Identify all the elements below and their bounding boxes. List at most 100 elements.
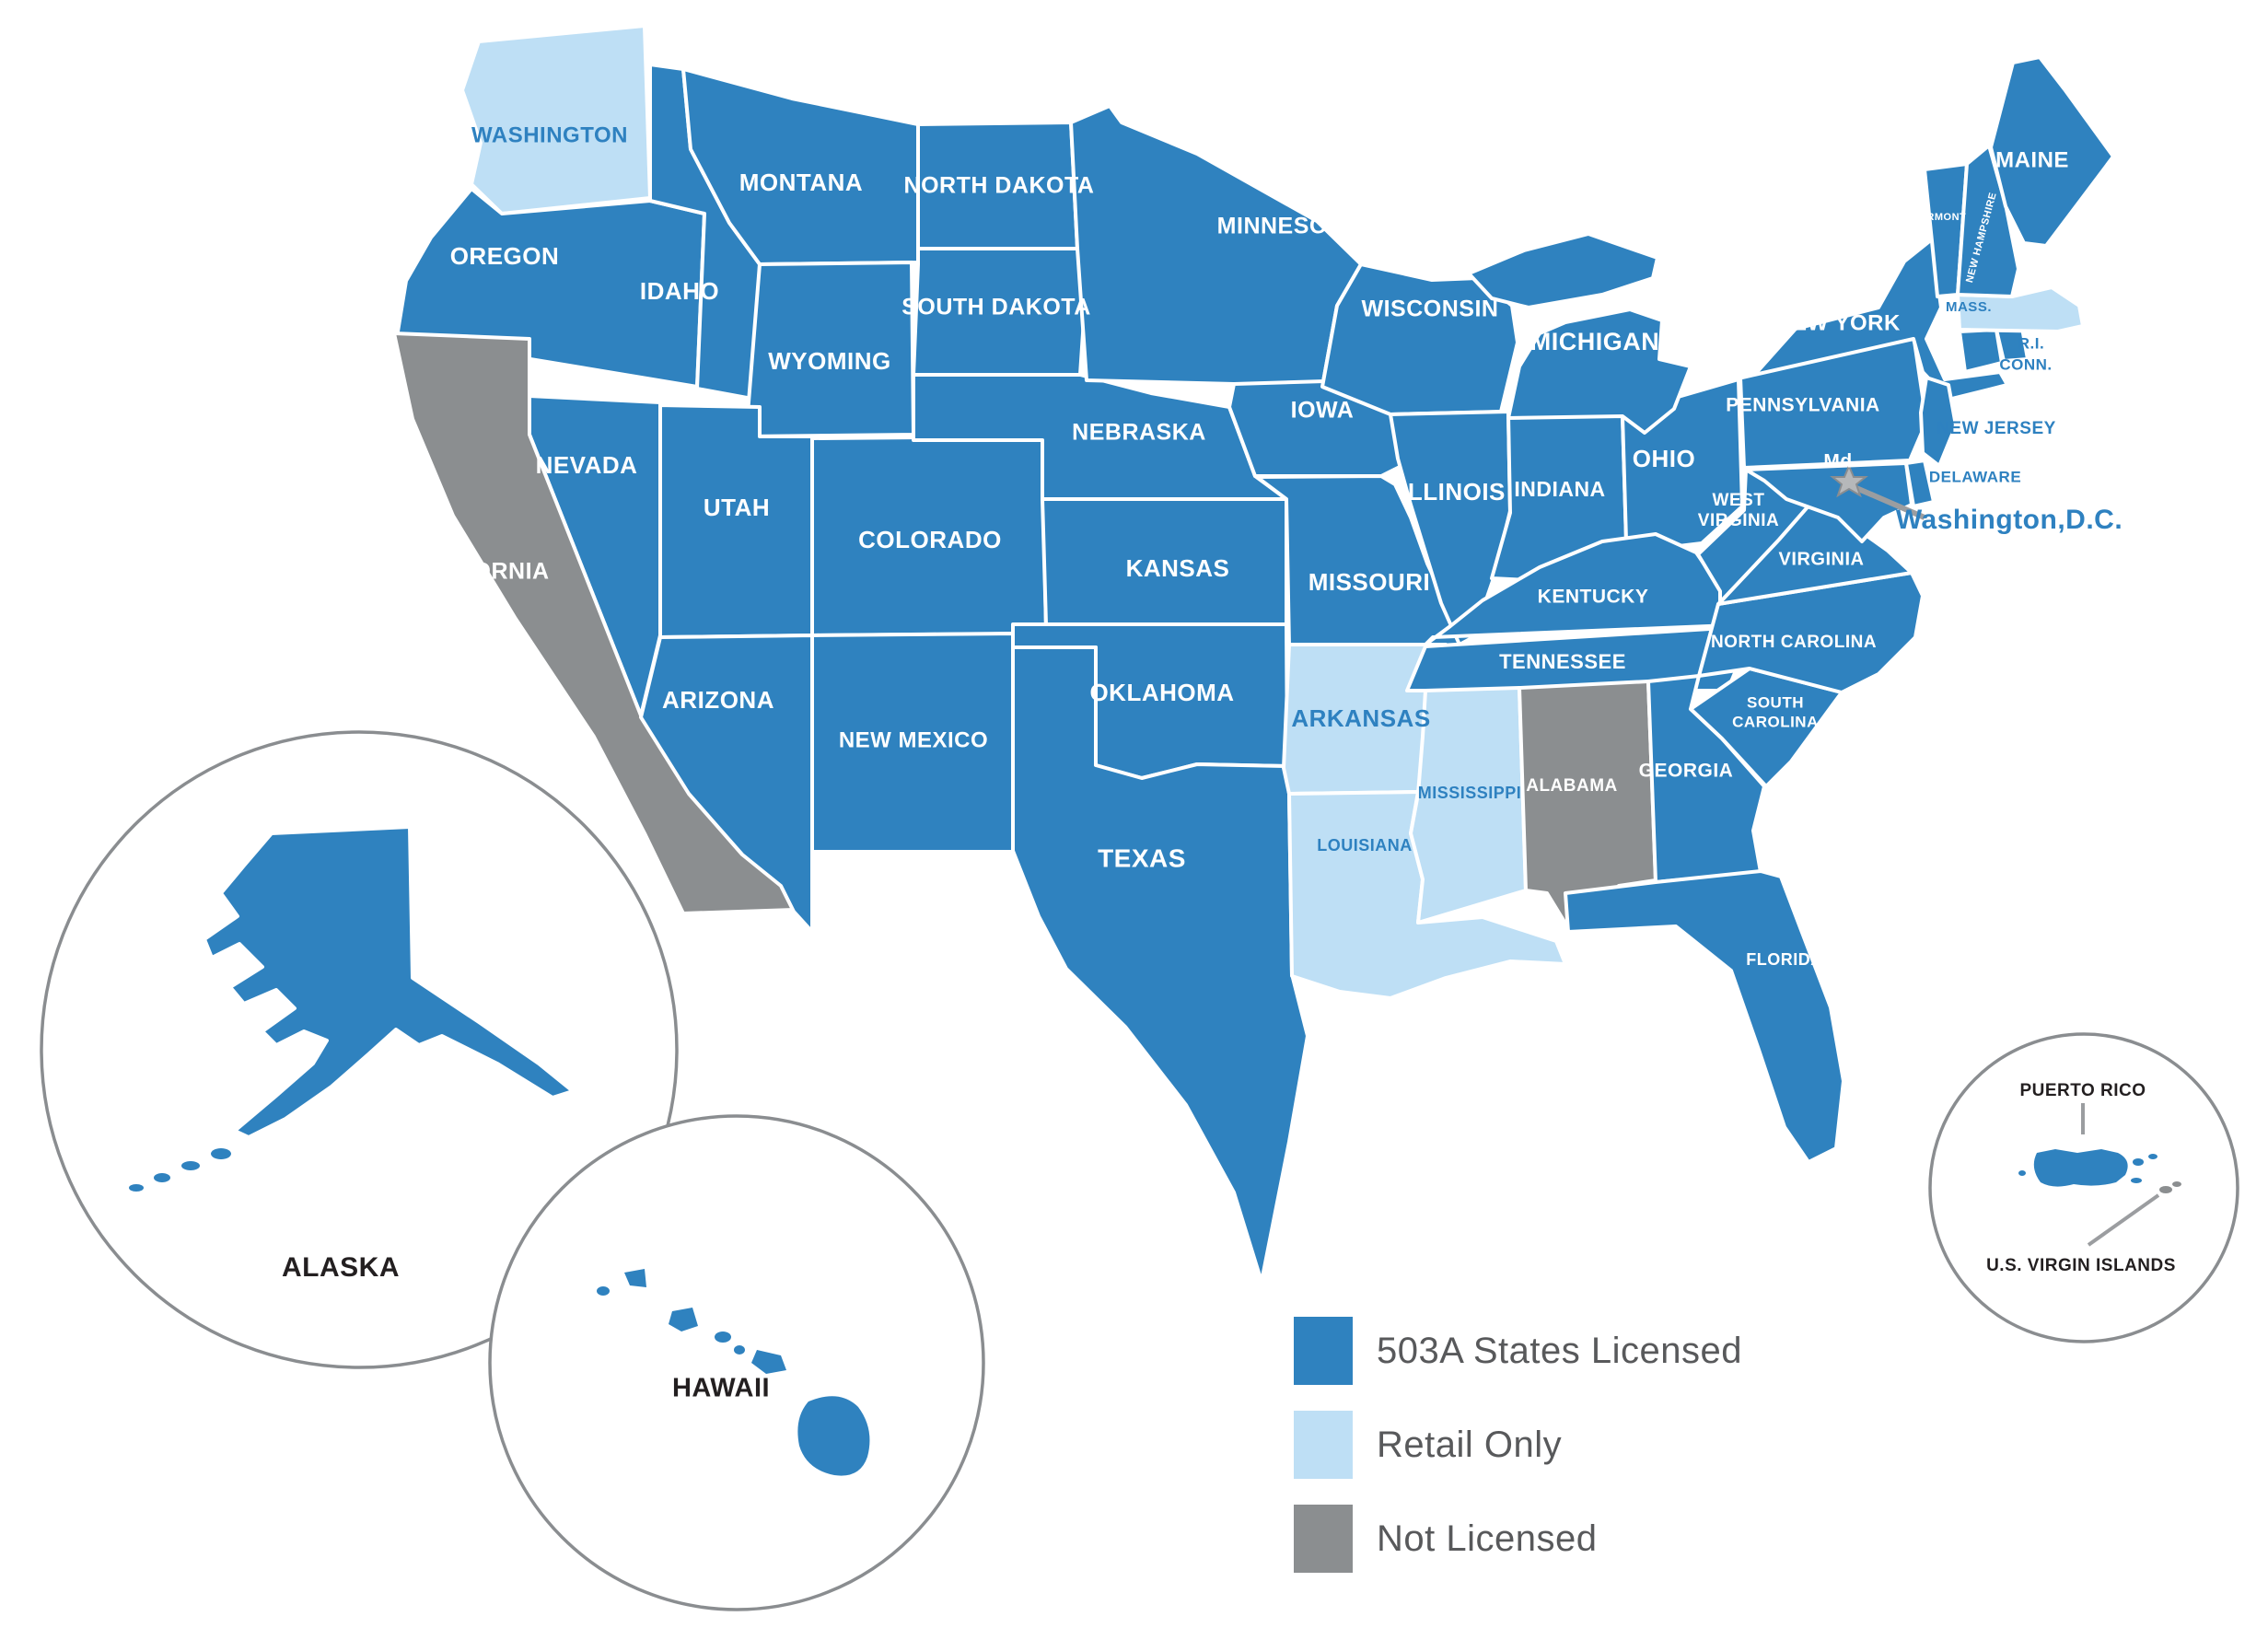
virgin-islands-leader-line — [2087, 1193, 2160, 1247]
state-florida — [1564, 869, 1845, 1164]
map-label-arizona: ARIZONA — [662, 686, 774, 714]
legend-swatch-not-licensed — [1294, 1505, 1353, 1573]
map-label-kansas: KANSAS — [1126, 554, 1230, 582]
legend-row-not-licensed: Not Licensed — [1294, 1505, 1742, 1573]
map-label-carolina: CAROLINA — [1732, 713, 1819, 730]
map-label-delaware: DELAWARE — [1929, 468, 2021, 485]
map-label-utah: UTAH — [704, 494, 770, 521]
map-label-iowa: IOWA — [1291, 398, 1355, 424]
map-label-nebraska: NEBRASKA — [1072, 420, 1206, 446]
state-delaware — [1904, 459, 1936, 508]
hawaii-island — [669, 1308, 698, 1331]
state-massachusetts — [1956, 285, 2085, 333]
state-vermont — [1923, 162, 1969, 298]
hawaii-inset — [488, 1114, 985, 1611]
map-label-montana: MONTANA — [739, 169, 863, 196]
state-connecticut — [1958, 328, 2004, 374]
map-label-r-i: R.I. — [2018, 334, 2044, 352]
legend-label-retail-only: Retail Only — [1377, 1424, 1563, 1465]
hawaii-inset-circle — [488, 1114, 985, 1611]
dc-star-icon — [1830, 463, 1868, 498]
map-label-ohio: OHIO — [1633, 445, 1695, 472]
map-label-mississippi: MISSISSIPPI — [1418, 784, 1522, 802]
hawaii-island — [734, 1345, 745, 1355]
map-label-north-carolina: NORTH CAROLINA — [1711, 633, 1877, 652]
legend-row-licensed: 503A States Licensed — [1294, 1317, 1742, 1385]
map-label-md: Md — [1823, 451, 1852, 472]
state-maine — [1989, 55, 2115, 248]
territory-puerto-rico — [2033, 1149, 2128, 1187]
puerto-rico-islet — [2018, 1170, 2026, 1176]
map-label-colorado: COLORADO — [858, 526, 1002, 553]
puerto-rico-inset — [1928, 1032, 2239, 1343]
alaska-inset — [40, 730, 679, 1369]
map-label-indiana: INDIANA — [1514, 477, 1605, 501]
hawaii-island — [715, 1331, 731, 1343]
territory-virgin-islands — [2159, 1186, 2172, 1193]
hawaii-island — [751, 1350, 786, 1374]
map-label-hawaii: HAWAII — [672, 1374, 770, 1403]
legend-row-retail-only: Retail Only — [1294, 1411, 1742, 1479]
aleutian-island — [154, 1173, 170, 1182]
state-labels-layer: WASHINGTON OREGON CALIFORNIA IDAHO NEVADA UTA… — [282, 122, 2176, 1403]
map-label-oklahoma: OKLAHOMA — [1089, 679, 1234, 706]
map-label-alabama: ALABAMA — [1526, 776, 1618, 796]
map-label-louisiana: LOUISIANA — [1317, 836, 1413, 855]
state-kentucky — [1424, 532, 1756, 646]
state-michigan-up — [1467, 232, 1659, 309]
state-minnesota — [1069, 104, 1363, 389]
state-alaska — [203, 825, 575, 1139]
map-label-vermont: VERMONT — [1913, 212, 1967, 223]
map-label-arkansas: ARKANSAS — [1291, 704, 1430, 732]
map-label-minnesota: MINNESOTA — [1217, 214, 1358, 239]
aleutian-island — [129, 1184, 144, 1192]
legend-label-licensed: 503A States Licensed — [1377, 1330, 1742, 1371]
aleutian-island — [181, 1161, 200, 1170]
state-utah — [658, 403, 814, 639]
hawaii-island — [624, 1269, 646, 1287]
map-label-oregon: OREGON — [450, 242, 560, 270]
map-label-south-dakota: SOUTH DAKOTA — [901, 295, 1091, 320]
state-new-york — [1740, 238, 2009, 401]
map-label-nevada: NEVADA — [536, 451, 638, 479]
map-label-texas: TEXAS — [1098, 843, 1186, 872]
state-wisconsin — [1320, 262, 1519, 416]
map-label-california: CALIFORNIA — [402, 559, 549, 585]
legend-label-not-licensed: Not Licensed — [1377, 1518, 1598, 1559]
aleutian-island — [211, 1148, 231, 1159]
map-label-georgia: GEORGIA — [1639, 761, 1734, 782]
hawaii-big-island — [797, 1396, 870, 1476]
puerto-rico-islet — [2148, 1154, 2158, 1159]
map-label-kentucky: KENTUCKY — [1538, 587, 1649, 608]
map-label-puerto-rico: PUERTO RICO — [2019, 1081, 2146, 1100]
map-label-south: SOUTH — [1747, 693, 1804, 711]
legend: 503A States Licensed Retail Only Not Lic… — [1294, 1317, 1742, 1573]
map-label-alaska: ALASKA — [282, 1252, 400, 1283]
dc-leader-line — [1855, 485, 1926, 520]
map-label-pennsylvania: PENNSYLVANIA — [1726, 395, 1879, 416]
map-label-michigan: MICHIGAN — [1530, 328, 1660, 355]
washington-dc-marker — [1830, 463, 1926, 520]
map-label-new-mexico: NEW MEXICO — [839, 727, 988, 752]
map-label-wyoming: WYOMING — [768, 347, 891, 375]
state-washington — [460, 24, 652, 215]
map-label-north-dakota: NORTH DAKOTA — [904, 173, 1095, 199]
puerto-rico-inset-circle — [1928, 1032, 2239, 1343]
hawaii-island — [597, 1286, 610, 1296]
map-label-new-york: NEW YORK — [1775, 310, 1901, 335]
map-label-tennessee: TENNESSEE — [1499, 650, 1626, 673]
map-label-maine: MAINE — [1995, 147, 2069, 172]
legend-swatch-retail-only — [1294, 1411, 1353, 1479]
map-label-u-s-virgin-islands: U.S. VIRGIN ISLANDS — [1986, 1256, 2176, 1275]
puerto-rico-islet — [2133, 1158, 2144, 1166]
map-label-idaho: IDAHO — [640, 277, 719, 305]
map-label-virginia: VIRGINIA — [1779, 549, 1865, 569]
map-label-illinois: ILLINOIS — [1401, 478, 1506, 506]
territory-virgin-islands — [2172, 1181, 2181, 1187]
map-label-west: WEST — [1713, 491, 1765, 510]
map-label-virginia: VIRGINIA — [1698, 511, 1779, 530]
map-label-missouri: MISSOURI — [1308, 568, 1431, 596]
map-label-mass: MASS. — [1946, 299, 1992, 315]
